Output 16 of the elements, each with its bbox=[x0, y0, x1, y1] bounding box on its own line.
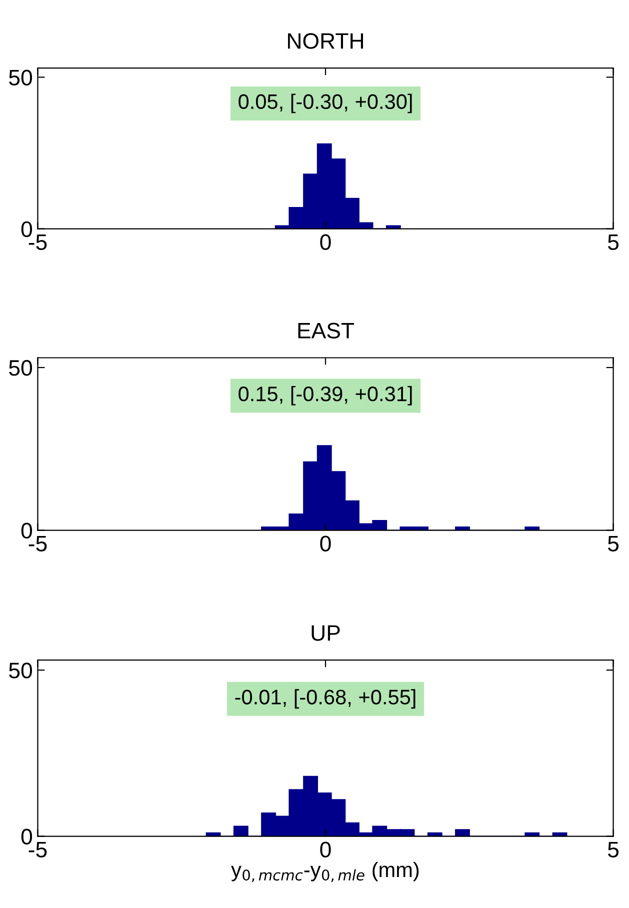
x-tick-label: 0 bbox=[320, 536, 331, 552]
y-tick-label: 50 bbox=[9, 662, 32, 678]
x-tick-label: 5 bbox=[608, 536, 619, 552]
annotation: 0.05, [-0.30, +0.30] bbox=[238, 94, 412, 114]
x-tick-label: 5 bbox=[608, 234, 619, 250]
annotation: -0.01, [-0.68, +0.55] bbox=[235, 689, 416, 709]
x-tick-label: 0 bbox=[320, 234, 331, 250]
chart-title: UP bbox=[312, 625, 340, 641]
x-tick-label: 0 bbox=[320, 842, 331, 858]
chart-title: NORTH bbox=[288, 33, 364, 49]
chart-title: EAST bbox=[298, 322, 354, 339]
y-tick-label: 50 bbox=[9, 70, 32, 86]
x-axis-title: y$_{0,mcmc}$-y$_{0,mle}$ (mm) bbox=[231, 862, 419, 882]
annotation: 0.15, [-0.39, +0.31] bbox=[238, 386, 412, 406]
x-tick-label: 5 bbox=[608, 842, 619, 858]
y-tick-label: 50 bbox=[9, 360, 32, 376]
